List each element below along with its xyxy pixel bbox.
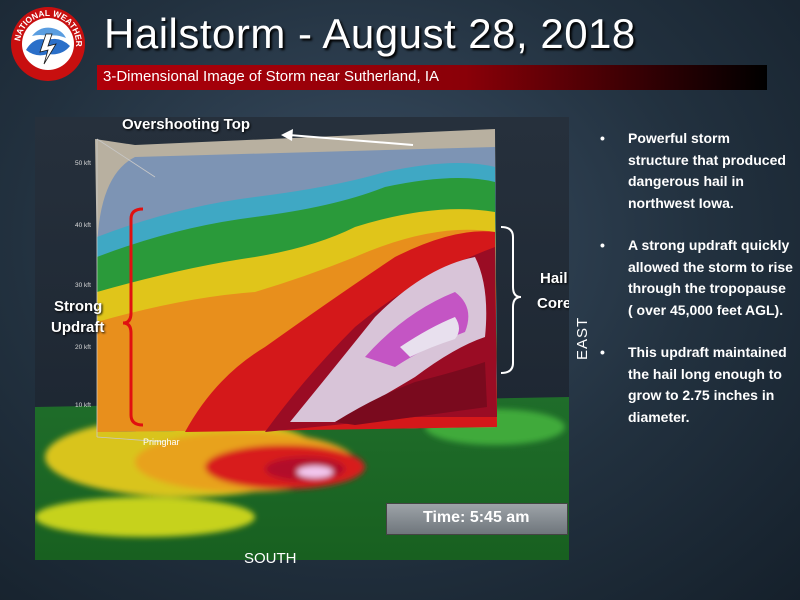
bullet-item: • This updraft maintained the hail long … [598, 342, 793, 428]
label-core: Core [537, 295, 569, 312]
hail-core-bracket [500, 226, 522, 374]
bullet-text: This updraft maintained the hail long en… [628, 344, 787, 425]
bullet-dot-icon: • [600, 130, 605, 146]
time-box: Time: 5:45 am [386, 503, 568, 535]
bullet-dot-icon: • [600, 344, 605, 360]
town-label: Primghar [143, 437, 180, 447]
label-overshooting-top: Overshooting Top [122, 117, 251, 133]
label-south: SOUTH [244, 550, 297, 567]
tick-40kft: 40 kft [75, 222, 91, 229]
label-hail: Hail [540, 270, 568, 287]
arrow-head-icon [281, 129, 293, 141]
tick-10kft: 10 kft [75, 402, 91, 409]
label-updraft: Updraft [51, 319, 105, 336]
tick-50kft: 50 kft [75, 160, 91, 167]
bullet-item: • Powerful storm structure that produced… [598, 128, 793, 214]
time-label: Time: 5:45 am [423, 509, 530, 526]
bullet-item: • A strong updraft quickly allowed the s… [598, 235, 793, 321]
page-subtitle: 3-Dimensional Image of Storm near Suther… [103, 68, 439, 85]
tick-30kft: 30 kft [75, 282, 91, 289]
bullet-dot-icon: • [600, 237, 605, 253]
storm-graphic: 50 kft 40 kft 30 kft 20 kft 10 kft Primg… [35, 117, 569, 560]
label-east: EAST [574, 316, 591, 360]
tick-20kft: 20 kft [75, 344, 91, 351]
updraft-bracket [122, 207, 144, 427]
page-title: Hailstorm - August 28, 2018 [104, 10, 636, 57]
bullet-list: • Powerful storm structure that produced… [598, 128, 793, 449]
bullet-text: A strong updraft quickly allowed the sto… [628, 237, 793, 318]
bullet-text: Powerful storm structure that produced d… [628, 130, 786, 211]
nws-logo-icon: NATIONAL WEATHER SERVICE [10, 6, 85, 81]
label-strong: Strong [54, 298, 103, 315]
storm-3d-image: 50 kft 40 kft 30 kft 20 kft 10 kft Primg… [35, 117, 569, 560]
subtitle-bar: 3-Dimensional Image of Storm near Suther… [97, 65, 767, 90]
